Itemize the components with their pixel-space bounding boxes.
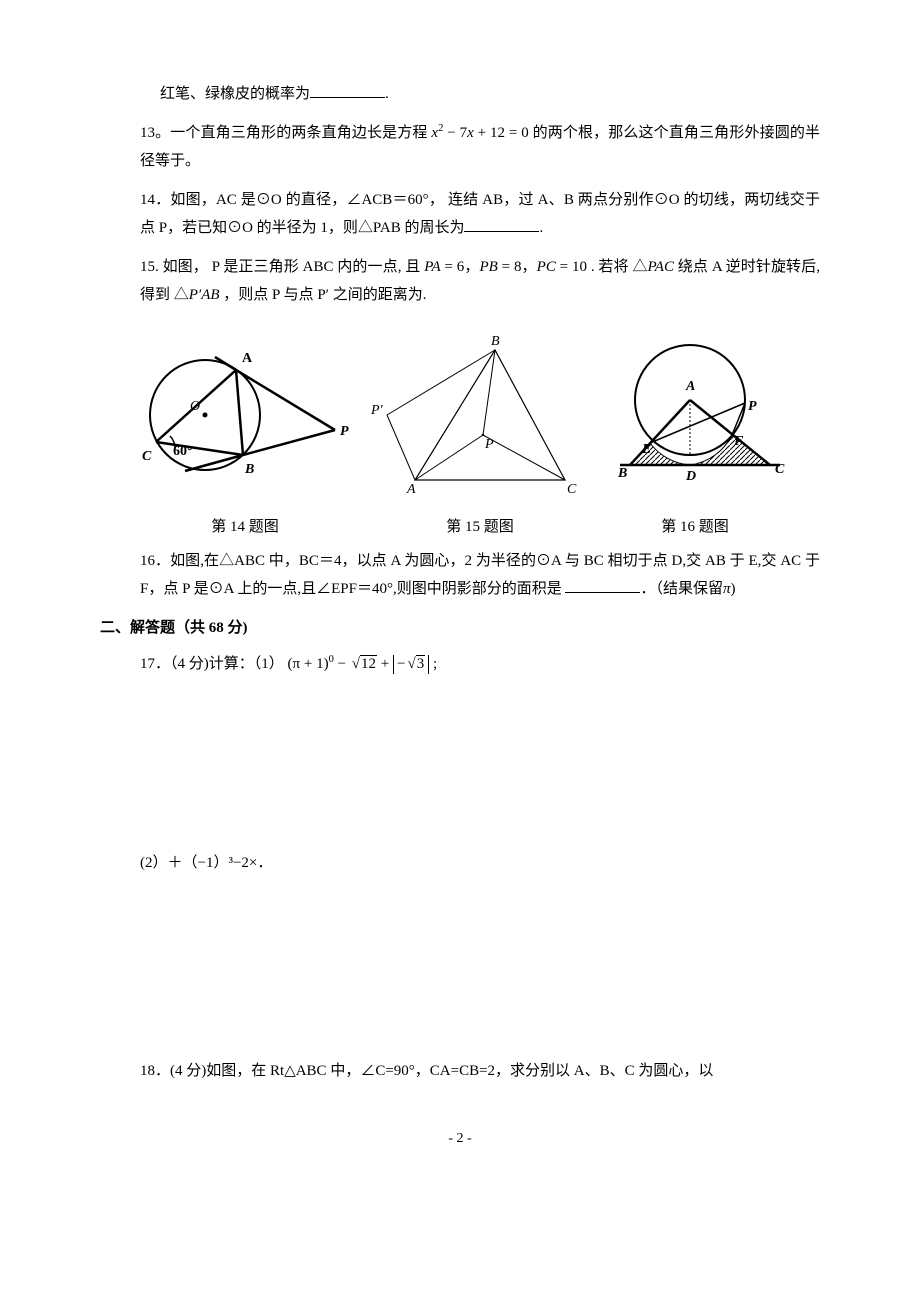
figure-16-block: A B C D E F P 第 16 题图 [600, 335, 790, 542]
fig15-label-B: B [491, 334, 500, 349]
q15-text-b: . 若将 △ [587, 259, 648, 275]
figure-14-block: A O P C B 60° 第 14 题图 [130, 330, 360, 542]
q15-text-a: 如图， P 是正三角形 ABC 内的一点, 且 [159, 259, 424, 275]
figure-14-svg: A O P C B 60° [130, 330, 360, 495]
q15-text-d: ，则点 P 与点 P′ 之间的距离为. [220, 287, 427, 303]
blank-16 [565, 592, 640, 593]
q13-equation: x2 − 7x + 12 = 0 [431, 125, 528, 141]
fig16-caption: 第 16 题图 [600, 513, 790, 542]
fig15-label-A: A [406, 482, 416, 495]
q16-num: 16． [140, 553, 170, 569]
q17-num: 17． [140, 656, 170, 672]
fig14-label-B: B [244, 462, 254, 477]
q13-var2: x [467, 125, 474, 141]
q15-eq2-l: PB [479, 259, 497, 275]
question-15: 15. 如图， P 是正三角形 ABC 内的一点, 且 PA = 6，PB = … [100, 253, 820, 310]
fig14-label-angle: 60° [173, 444, 193, 459]
q17-expr1-plus: + [377, 656, 393, 672]
q17-part2-text: (2）＋（−1）³−2×． [140, 855, 272, 871]
question-16: 16．如图,在△ABC 中，BC＝4，以点 A 为圆心，2 为半径的⊙A 与 B… [100, 547, 820, 604]
fig16-label-F: F [733, 434, 744, 449]
page-number: - 2 - [100, 1126, 820, 1153]
q15-eq1-v: = 6 [441, 259, 465, 275]
q15-eq3-l: PC [537, 259, 556, 275]
q16-suffix-b: ) [731, 581, 736, 597]
sqrt3-icon: 3 [405, 655, 425, 675]
question-14: 14．如图，AC 是⊙O 的直径，∠ACB＝60°， 连结 AB，过 A、B 两… [100, 186, 820, 243]
figure-15-svg: A B C P P′ [365, 330, 595, 495]
fig16-label-P: P [748, 399, 757, 414]
q14-text: 如图，AC 是⊙O 的直径，∠ACB＝60°， 连结 AB，过 A、B 两点分别… [140, 192, 820, 237]
figure-15-block: A B C P P′ 第 15 题图 [365, 330, 595, 542]
fig16-label-B: B [617, 466, 627, 481]
q13-tail: + 12 = 0 [474, 125, 529, 141]
blank-14 [464, 231, 539, 232]
fig14-label-O: O [190, 399, 200, 414]
abs-icon: −3 [393, 655, 429, 675]
q15-tri1: PAC [648, 259, 674, 275]
q17-sqrt3-arg: 3 [416, 655, 426, 672]
q17-expr1-end: ; [429, 656, 437, 672]
partial-question: 红笔、绿橡皮的概率为. [100, 80, 820, 109]
q18-points: (4 分) [170, 1063, 206, 1079]
fig16-label-C: C [775, 462, 785, 477]
sqrt12-icon: 12 [350, 650, 377, 679]
fig14-label-C: C [142, 449, 152, 464]
q17-sqrt12-arg: 12 [360, 655, 377, 672]
fig14-label-P: P [340, 424, 349, 439]
fig16-label-A: A [685, 379, 695, 394]
figure-16-svg: A B C D E F P [600, 335, 790, 495]
fig15-label-Pp: P′ [370, 403, 384, 418]
q14-num: 14． [140, 192, 170, 208]
q17-part1-label: （1） [254, 656, 284, 672]
q17-expr1-minus: − [334, 656, 350, 672]
q15-num: 15. [140, 259, 159, 275]
fig14-label-A: A [242, 351, 253, 366]
q18-num: 18． [140, 1063, 170, 1079]
partial-text-b: . [385, 86, 389, 102]
partial-text-a: 红笔、绿橡皮的概率为 [160, 86, 310, 102]
q13-text-a: 一个直角三角形的两条直角边长是方程 [170, 125, 427, 141]
q16-suffix-a: ．（结果保留 [640, 581, 723, 597]
blank-partial [310, 97, 385, 98]
q17-abs-neg: − [397, 656, 405, 672]
q15-sep1: ， [464, 259, 479, 275]
question-17: 17．（4 分)计算：（1） (π + 1)0 − 12 + −3 ; [100, 650, 820, 679]
q15-eq1-l: PA [424, 259, 440, 275]
q14-suffix: . [539, 220, 543, 236]
fig15-caption: 第 15 题图 [365, 513, 595, 542]
q15-eq3-v: = 10 [556, 259, 587, 275]
q13-mid: − 7 [443, 125, 467, 141]
q17-label: 计算： [209, 656, 254, 672]
question-13: 13。一个直角三角形的两条直角边长是方程 x2 − 7x + 12 = 0 的两… [100, 119, 820, 176]
q17-points: （4 分) [170, 656, 209, 672]
fig15-label-C: C [567, 482, 577, 495]
q15-eq2-v: = 8 [498, 259, 522, 275]
fig14-caption: 第 14 题图 [130, 513, 360, 542]
question-17-part2: (2）＋（−1）³−2×． [100, 849, 820, 878]
q13-num: 13。 [140, 125, 170, 141]
fig15-label-P: P [484, 437, 494, 452]
figures-row: A O P C B 60° 第 14 题图 A B C P P′ [130, 330, 790, 542]
section-2-header: 二、解答题（共 68 分) [100, 614, 820, 643]
question-18: 18．(4 分)如图，在 Rt△ABC 中，∠C=90°，CA=CB=2，求分别… [100, 1057, 820, 1086]
q16-pi: π [723, 581, 731, 597]
q15-sep2: ， [521, 259, 536, 275]
q18-text: 如图，在 Rt△ABC 中，∠C=90°，CA=CB=2，求分别以 A、B、C … [206, 1063, 713, 1079]
q17-expr1: (π + 1)0 − 12 + −3 ; [288, 656, 438, 672]
fig16-label-E: E [641, 442, 651, 457]
q17-expr1-a: (π + 1) [288, 656, 329, 672]
q15-tri2: P′AB [189, 287, 220, 303]
fig16-label-D: D [685, 469, 696, 484]
